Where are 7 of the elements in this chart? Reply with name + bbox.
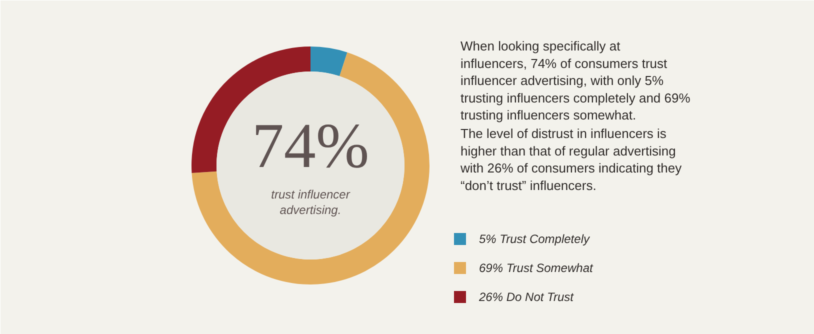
text: When looking specifically at influencers, 74% of consumers trust influencer advertising, with only 5% trusting influencers completely and 69% trusting influencers somewhat. (460, 38, 691, 122)
legend-label: 5% Trust Completely (479, 232, 590, 246)
text: 74% (252, 110, 370, 181)
legend-label: 69% Trust Somewhat (479, 260, 593, 274)
text: The level of distrust in influencers is higher than that of regular advertising with 26% of consumers indicating they “don’t trust” influencers. (460, 126, 682, 193)
legend-label: 26% Do Not Trust (479, 290, 574, 304)
text: trust influencer advertising. (271, 188, 351, 217)
